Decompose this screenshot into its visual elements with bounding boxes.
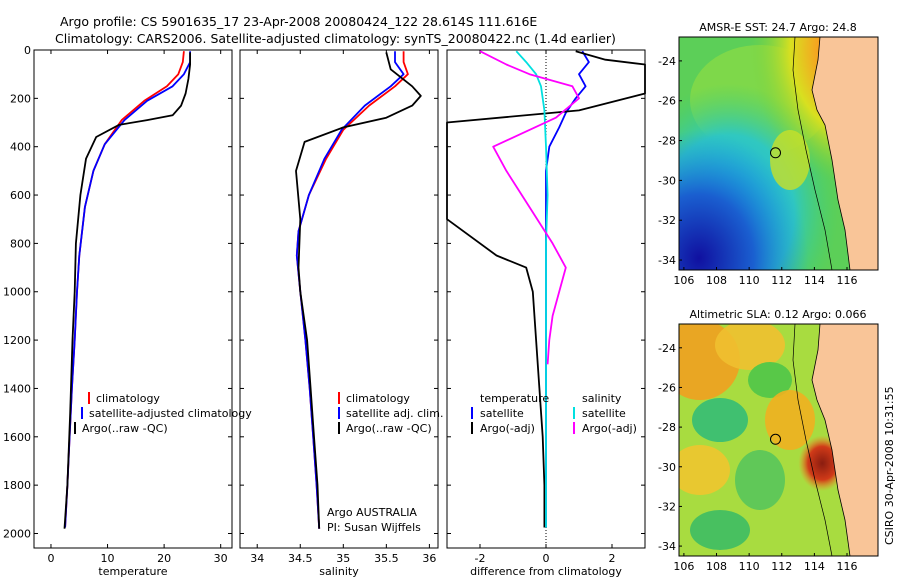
x-tick-label: 34.5 [288, 552, 313, 565]
legend-sal-argo-label: Argo(-adj) [582, 422, 637, 435]
map-y-tick-label: -34 [658, 254, 676, 267]
series-line-climatology [64, 51, 185, 528]
series-line-salinity-argo-adj- [479, 50, 580, 365]
x-tick-label: 35 [336, 552, 350, 565]
map-x-tick-label: 108 [706, 274, 727, 287]
sla-land [811, 324, 878, 556]
sla-profile-marker [769, 433, 781, 445]
map-x-tick-label: 110 [739, 274, 760, 287]
y-tick-label: 1000 [3, 286, 31, 299]
sst-isobath [792, 37, 833, 270]
legend-salinity-heading: salinity [582, 392, 622, 405]
map-x-tick-label: 116 [837, 274, 858, 287]
map-y-tick-label: -30 [658, 461, 676, 474]
sst-map-title: AMSR-E SST: 24.7 Argo: 24.8 [699, 21, 857, 34]
salinity-axes-frame [239, 49, 439, 549]
map-y-tick-label: -24 [658, 342, 676, 355]
y-tick-label: 1800 [3, 479, 31, 492]
x-tick-label: 0 [47, 552, 54, 565]
map-x-tick-label: 112 [771, 274, 792, 287]
x-tick-label: 36 [422, 552, 436, 565]
x-tick-label: 0 [543, 552, 550, 565]
legend-satellite-label: satellite-adjusted climatology [89, 407, 252, 420]
series-line-temperature-satellite [545, 50, 590, 528]
map-x-tick-label: 108 [706, 560, 727, 573]
y-tick-label: 1400 [3, 382, 31, 395]
series-line-argo-raw-qc- [295, 52, 422, 529]
legend-sal-satellite-label: satellite [582, 407, 626, 420]
annotation-pi: PI: Susan Wijffels [327, 521, 421, 534]
map-x-tick-label: 116 [837, 560, 858, 573]
sst-map-frame [678, 36, 879, 271]
x-tick-label: -2 [475, 552, 486, 565]
sla-map-frame [678, 323, 879, 557]
map-y-tick-label: -34 [658, 540, 676, 553]
legend-temp-argo-label: Argo(-adj) [480, 422, 535, 435]
map-x-tick-label: 112 [771, 560, 792, 573]
difference-panel: -2 0 2 difference from climatology tempera… [446, 49, 646, 578]
temperature-legend: climatology satellite-adjusted climatolo… [74, 392, 252, 435]
map-y-tick-label: -32 [658, 214, 676, 227]
map-x-tick-label: 114 [804, 560, 825, 573]
map-y-tick-label: -28 [658, 421, 676, 434]
legend-climatology-label: climatology [96, 392, 160, 405]
sst-land [811, 37, 878, 270]
map-y-tick-label: -32 [658, 500, 676, 513]
sst-profile-marker [769, 147, 781, 159]
map-y-tick-label: -30 [658, 174, 676, 187]
x-tick-label: 10 [101, 552, 115, 565]
series-line-climatology [295, 51, 409, 529]
legend-argo-label: Argo(..raw -QC) [346, 422, 432, 435]
sla-isobath [792, 324, 833, 556]
salinity-xlabel: salinity [319, 565, 359, 578]
map-x-tick-label: 106 [673, 274, 694, 287]
map-y-tick-label: -28 [658, 135, 676, 148]
y-tick-label: 800 [10, 237, 31, 250]
salinity-legend: climatology satellite adj. clim. Argo(..… [338, 392, 443, 435]
map-x-tick-label: 114 [804, 274, 825, 287]
x-tick-label: 35.5 [374, 552, 399, 565]
x-tick-label: 20 [157, 552, 171, 565]
x-tick-label: 2 [609, 552, 616, 565]
temperature-axes-frame [33, 49, 233, 549]
y-tick-label: 2000 [3, 527, 31, 540]
sla-map-title: Altimetric SLA: 0.12 Argo: 0.066 [689, 308, 866, 321]
map-y-tick-label: -24 [658, 55, 676, 68]
map-x-tick-label: 110 [739, 560, 760, 573]
title-line-1: Argo profile: CS 5901635_17 23-Apr-2008 … [60, 14, 537, 29]
legend-temp-satellite-label: satellite [480, 407, 524, 420]
difference-xlabel: difference from climatology [470, 565, 622, 578]
map-y-tick-label: -26 [658, 95, 676, 108]
y-tick-label: 600 [10, 189, 31, 202]
temperature-panel: 0 10 20 30 0 200 400 600 800 1000 1200 1400 1600 1800… [3, 44, 252, 578]
map-y-tick-label: -26 [658, 381, 676, 394]
temperature-xlabel: temperature [98, 565, 167, 578]
y-tick-label: 0 [24, 44, 31, 57]
salinity-panel: 34 34.5 35 35.5 36 salinity climatology sate… [239, 49, 443, 578]
y-tick-label: 1600 [3, 431, 31, 444]
legend-temperature-heading: temperature [480, 392, 549, 405]
x-tick-label: 34 [250, 552, 264, 565]
difference-legend: temperature satellite Argo(-adj) salinit… [471, 392, 637, 435]
map-x-tick-label: 106 [673, 560, 694, 573]
sst-yellow-eddy [770, 130, 810, 190]
side-timestamp: CSIRO 30-Apr-2008 10:31:55 [883, 386, 896, 545]
sla-map: Altimetric SLA: 0.12 Argo: 0.066 106 108 1… [658, 308, 879, 573]
series-line-salinity-satellite [515, 50, 549, 528]
annotation-argo-australia: Argo AUSTRALIA [327, 506, 417, 519]
legend-argo-label: Argo(..raw -QC) [82, 422, 168, 435]
series-line-temperature-argo-adj- [446, 50, 646, 528]
x-tick-label: 30 [214, 552, 228, 565]
legend-clim-label: climatology [346, 392, 410, 405]
title-line-2: Climatology: CARS2006. Satellite-adjuste… [55, 31, 616, 46]
y-tick-label: 1200 [3, 334, 31, 347]
y-tick-label: 400 [10, 141, 31, 154]
legend-sat-label: satellite adj. clim. [346, 407, 443, 420]
y-tick-label: 200 [10, 92, 31, 105]
sst-map: AMSR-E SST: 24.7 Argo: 24.8 [658, 21, 879, 287]
series-line-argo-raw-qc- [63, 52, 192, 529]
